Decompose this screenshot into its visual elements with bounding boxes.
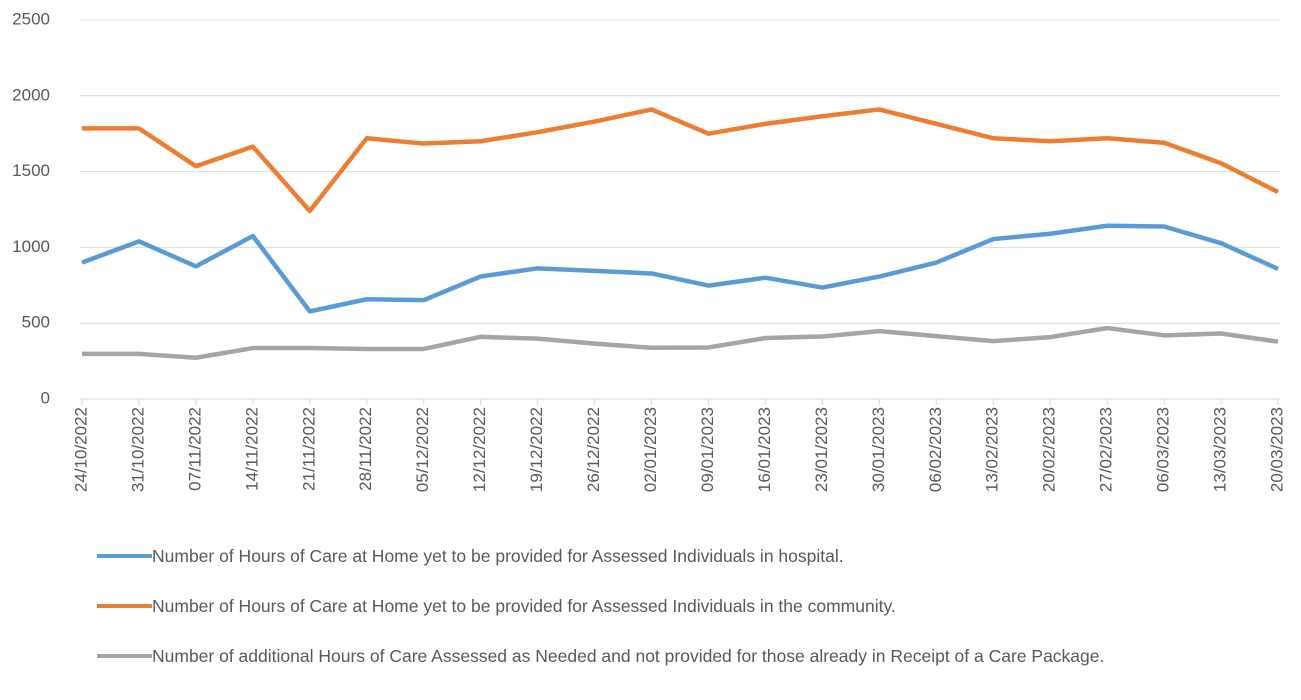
x-tick-label: 13/03/2023 <box>1211 407 1230 492</box>
y-tick-label: 2000 <box>12 85 50 104</box>
x-tick-label: 30/01/2023 <box>869 407 888 492</box>
x-tick-label: 24/10/2022 <box>71 407 90 492</box>
chart: 0 500 1000 1500 2000 2500 24/10/2022 31/10/2022… <box>12 9 1286 492</box>
y-tick-label: 500 <box>22 313 50 332</box>
y-tick-label: 0 <box>41 388 50 407</box>
legend-swatch <box>97 604 152 608</box>
legend-entry: Number of Hours of Care at Home yet to b… <box>97 593 1157 619</box>
legend: Number of Hours of Care at Home yet to b… <box>97 543 1157 693</box>
legend-swatch <box>97 654 152 658</box>
x-tick-label: 19/12/2022 <box>527 407 546 492</box>
legend-entry: Number of Hours of Care at Home yet to b… <box>97 543 1157 569</box>
x-tick-label: 26/12/2022 <box>584 407 603 492</box>
y-tick-label: 1500 <box>12 161 50 180</box>
legend-label: Number of additional Hours of Care Asses… <box>152 646 1105 666</box>
x-tick-label: 20/02/2023 <box>1040 407 1059 492</box>
y-tick-label: 1000 <box>12 237 50 256</box>
x-tick-label: 06/03/2023 <box>1154 407 1173 492</box>
series-line <box>82 107 1280 214</box>
legend-label: Number of Hours of Care at Home yet to b… <box>152 596 896 616</box>
x-tick-label: 31/10/2022 <box>128 407 147 492</box>
x-tick-label: 21/11/2022 <box>299 407 318 491</box>
x-tick-label: 28/11/2022 <box>356 407 375 491</box>
x-tick-label: 27/02/2023 <box>1097 407 1116 492</box>
x-tick-label: 06/02/2023 <box>926 407 945 492</box>
x-tick-label: 14/11/2022 <box>242 407 261 491</box>
x-tick-label: 05/12/2022 <box>413 407 432 492</box>
legend-swatch <box>97 554 152 558</box>
x-tick-label: 07/11/2022 <box>185 407 204 491</box>
series-line <box>82 325 1279 361</box>
x-tick-label: 09/01/2023 <box>698 407 717 492</box>
x-tick-label: 23/01/2023 <box>812 407 831 492</box>
x-tick-label: 13/02/2023 <box>983 407 1002 492</box>
legend-label: Number of Hours of Care at Home yet to b… <box>152 546 844 566</box>
x-tick-label: 16/01/2023 <box>755 407 774 492</box>
y-tick-label: 2500 <box>12 9 50 28</box>
x-tick-label: 02/01/2023 <box>641 407 660 492</box>
x-tick-label: 12/12/2022 <box>470 407 489 492</box>
legend-entry: Number of additional Hours of Care Asses… <box>97 643 1157 669</box>
series-line <box>81 223 1279 314</box>
x-tick-label: 20/03/2023 <box>1267 407 1286 492</box>
